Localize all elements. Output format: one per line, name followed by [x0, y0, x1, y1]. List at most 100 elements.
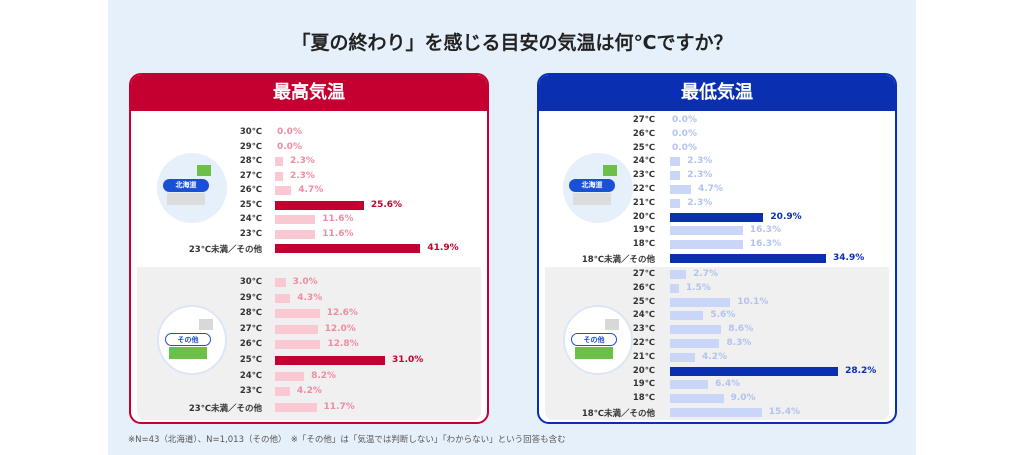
- value-label: 8.6%: [728, 324, 754, 335]
- category-label: 23℃: [632, 170, 655, 181]
- value-label: 2.7%: [693, 269, 719, 279]
- value-label: 8.3%: [726, 338, 752, 348]
- category-label: 19℃: [632, 379, 655, 390]
- category-label: 19℃: [632, 225, 655, 236]
- bar: [670, 394, 724, 404]
- value-label: 16.3%: [749, 225, 782, 236]
- value-label: 0.0%: [277, 141, 302, 152]
- bar: [670, 212, 764, 222]
- value-label: 2.3%: [687, 156, 713, 167]
- mainland-map-icon: [575, 347, 613, 359]
- bar: [275, 215, 316, 224]
- value-label: 4.7%: [698, 184, 723, 194]
- value-label: 11.7%: [323, 401, 355, 412]
- card-header: 最高気温: [131, 75, 487, 111]
- value-label: 2.3%: [289, 156, 315, 166]
- value-label: 34.9%: [833, 253, 865, 263]
- bar: [275, 278, 286, 287]
- category-label: 25℃: [239, 355, 262, 365]
- hokkaido-map-icon: [603, 165, 617, 176]
- region-map-icon: その他: [563, 305, 633, 375]
- category-label: 25℃: [632, 296, 655, 307]
- bar: [670, 380, 709, 390]
- category-label: 23℃: [239, 228, 262, 239]
- region-badge: 北海道: [163, 179, 209, 192]
- value-label: 1.5%: [685, 282, 711, 293]
- bar: [670, 185, 691, 194]
- bar: [275, 309, 320, 319]
- max-temp-card: 最高気温 北海道 30℃ 0.0% 29℃ 0.0% 28℃ 2.3% 27℃ 2.3% 26℃ 4…: [129, 73, 489, 424]
- category-label: 30℃: [239, 127, 262, 137]
- bar: [670, 366, 839, 376]
- bar: [275, 200, 364, 210]
- category-label: 23℃未満／その他: [188, 403, 262, 414]
- mainland-map-icon: [167, 193, 205, 205]
- bar: [275, 186, 292, 195]
- value-label: 0.0%: [672, 115, 697, 125]
- bar: [275, 244, 421, 253]
- category-label: 26℃: [239, 185, 262, 195]
- category-label: 18℃未満／その他: [581, 409, 655, 419]
- category-label: 30℃: [239, 277, 262, 287]
- category-label: 24℃: [632, 156, 655, 167]
- bar: [670, 240, 743, 250]
- bar: [275, 371, 305, 381]
- region-badge: その他: [165, 333, 211, 346]
- hokkaido-panel: 北海道 27℃ 0.0% 26℃ 0.0% 25℃ 0.0% 24℃ 2.3% 23℃ 2.3% 22…: [545, 115, 889, 265]
- category-label: 29℃: [239, 141, 262, 152]
- category-label: 27℃: [239, 323, 262, 334]
- card-header: 最低気温: [539, 75, 895, 111]
- category-label: 27℃: [239, 170, 262, 181]
- category-label: 24℃: [239, 370, 262, 381]
- mainland-map-icon: [169, 347, 207, 359]
- mainland-map-icon: [573, 193, 611, 205]
- value-label: 8.2%: [311, 370, 337, 381]
- bar: [670, 311, 704, 321]
- bar: [670, 226, 743, 236]
- value-label: 0.0%: [672, 128, 697, 139]
- value-label: 6.4%: [715, 379, 741, 390]
- category-label: 18℃未満／その他: [581, 255, 655, 265]
- min-temp-card: 最低気温 北海道 27℃ 0.0% 26℃ 0.0% 25℃ 0.0% 24℃ 2.3% 23℃ 2…: [537, 73, 897, 424]
- bar: [670, 270, 687, 279]
- bar: [275, 157, 283, 166]
- bar: [275, 229, 316, 239]
- category-label: 23℃: [239, 386, 262, 397]
- bar: [275, 171, 283, 181]
- value-label: 12.6%: [326, 308, 358, 319]
- category-label: 25℃: [632, 142, 655, 153]
- bar: [670, 352, 696, 362]
- category-label: 28℃: [239, 308, 262, 319]
- category-label: 23℃: [632, 324, 655, 335]
- value-label: 11.6%: [322, 214, 354, 224]
- category-label: 25℃: [239, 199, 262, 210]
- hokkaido-map-icon: [199, 319, 213, 330]
- bar: [670, 198, 681, 208]
- hokkaido-map-icon: [605, 319, 619, 330]
- category-label: 24℃: [632, 310, 655, 321]
- region-map-icon: 北海道: [157, 153, 227, 223]
- bar: [670, 157, 681, 167]
- category-label: 22℃: [632, 184, 655, 194]
- category-label: 26℃: [632, 282, 655, 293]
- bar: [275, 340, 321, 350]
- value-label: 2.3%: [687, 197, 713, 208]
- value-label: 10.1%: [737, 296, 769, 307]
- category-label: 29℃: [239, 292, 262, 303]
- value-label: 28.2%: [845, 365, 877, 376]
- value-label: 15.4%: [768, 407, 801, 417]
- bar: [670, 297, 731, 307]
- bar: [275, 324, 318, 334]
- value-label: 9.0%: [730, 393, 756, 404]
- bar: [275, 387, 290, 397]
- category-label: 27℃: [632, 115, 655, 125]
- bar: [670, 339, 720, 348]
- category-label: 28℃: [239, 156, 262, 166]
- value-label: 2.3%: [687, 170, 713, 181]
- value-label: 20.9%: [770, 211, 802, 222]
- category-label: 26℃: [239, 339, 262, 350]
- value-label: 16.3%: [749, 239, 782, 250]
- category-label: 21℃: [632, 351, 655, 362]
- bar: [670, 254, 826, 263]
- bar: [275, 293, 291, 303]
